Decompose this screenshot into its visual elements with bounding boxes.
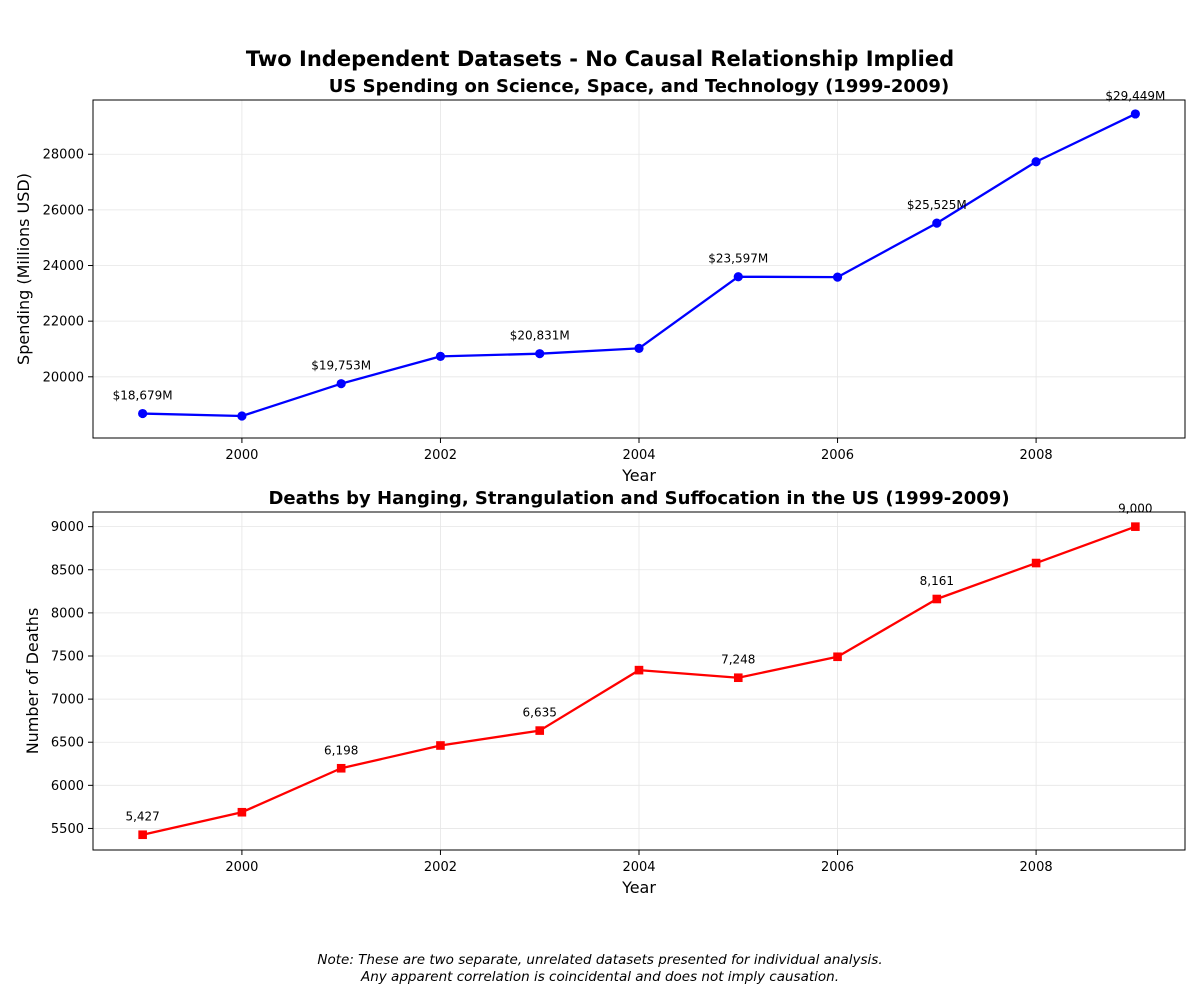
data-point xyxy=(833,652,842,662)
spending-chart: $18,679M $19,753M $20,831M $23,597M $25,525M… xyxy=(14,76,1186,485)
data-label: $18,679M xyxy=(113,389,173,403)
data-point xyxy=(535,349,545,359)
data-point xyxy=(1131,522,1140,531)
data-label: $20,831M xyxy=(510,329,570,343)
y-tick-label: 28000 xyxy=(43,148,84,163)
y-axis-label: Spending (Millions USD) xyxy=(14,173,33,365)
y-axis-label: Number of Deaths xyxy=(23,608,42,755)
data-point xyxy=(634,343,644,353)
data-label: 6,198 xyxy=(324,743,358,757)
data-label: 5,427 xyxy=(125,810,159,824)
data-label: 6,635 xyxy=(523,706,557,720)
deaths-chart: 5,427 6,198 6,635 7,248 8,161 9,000 2000 2002 20… xyxy=(23,488,1186,897)
data-point xyxy=(932,594,942,604)
y-tick-label: 8500 xyxy=(51,563,84,578)
chart-title: US Spending on Science, Space, and Techn… xyxy=(329,76,949,97)
y-tick-label: 22000 xyxy=(43,315,84,330)
data-point xyxy=(336,379,346,389)
data-point xyxy=(336,763,346,773)
chart-title: Deaths by Hanging, Strangulation and Suf… xyxy=(268,488,1009,509)
x-axis-label: Year xyxy=(621,878,656,897)
data-point xyxy=(138,408,148,419)
data-label: 8,161 xyxy=(920,574,954,588)
data-label: $25,525M xyxy=(907,198,967,212)
x-tick-label: 2008 xyxy=(1020,448,1053,463)
data-point xyxy=(237,807,247,817)
data-point xyxy=(138,830,147,840)
data-point xyxy=(535,726,545,735)
y-tick-label: 20000 xyxy=(43,370,84,385)
y-tick-label: 6500 xyxy=(51,736,84,751)
y-tick-label: 24000 xyxy=(43,259,84,274)
y-tick-label: 7500 xyxy=(51,649,84,664)
x-tick-label: 2002 xyxy=(424,448,457,463)
data-point xyxy=(832,272,843,282)
data-point xyxy=(237,411,247,421)
y-tick-label: 8000 xyxy=(51,606,84,621)
x-tick-label: 2006 xyxy=(821,860,854,875)
data-label: 7,248 xyxy=(721,653,755,667)
data-point xyxy=(932,218,942,228)
data-point xyxy=(1031,157,1041,167)
data-label: $23,597M xyxy=(708,252,768,266)
x-tick-label: 2006 xyxy=(821,448,854,463)
x-tick-label: 2004 xyxy=(622,860,655,875)
data-point xyxy=(436,741,445,750)
note-line-2: Any apparent correlation is coincidental… xyxy=(360,969,839,985)
y-tick-label: 6000 xyxy=(51,779,84,794)
x-tick-label: 2008 xyxy=(1020,860,1053,875)
data-label: $19,753M xyxy=(311,359,371,373)
x-tick-label: 2002 xyxy=(424,860,457,875)
y-tick-label: 26000 xyxy=(43,203,84,218)
data-point xyxy=(1031,558,1041,568)
x-tick-label: 2004 xyxy=(622,448,655,463)
data-label: 9,000 xyxy=(1118,502,1152,516)
x-tick-label: 2000 xyxy=(225,860,258,875)
data-point xyxy=(733,272,743,282)
figure-title: Two Independent Datasets - No Causal Rel… xyxy=(246,47,954,71)
data-point xyxy=(435,351,446,361)
x-axis-label: Year xyxy=(621,466,656,485)
data-point xyxy=(634,665,644,675)
x-tick-label: 2000 xyxy=(225,448,258,463)
data-point xyxy=(733,673,743,683)
y-tick-label: 7000 xyxy=(51,693,84,708)
y-tick-label: 9000 xyxy=(51,520,84,535)
note-line-1: Note: These are two separate, unrelated … xyxy=(317,952,882,968)
data-point xyxy=(1130,109,1140,119)
data-label: $29,449M xyxy=(1105,89,1165,103)
y-tick-label: 5500 xyxy=(51,822,84,837)
